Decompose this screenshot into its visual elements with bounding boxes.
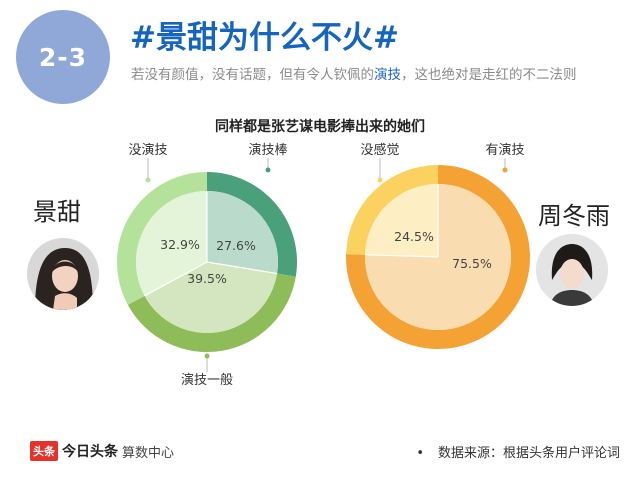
page-title: #景甜为什么不火# (130, 20, 399, 56)
avatar-zhoudongyu (536, 234, 608, 306)
pie2-label-1: 有演技 (485, 142, 524, 158)
pie1-slice-3-outer (116, 172, 207, 305)
subtitle-highlight: 演技 (374, 67, 401, 83)
logo-subtitle: 算数中心 (122, 445, 175, 461)
pie1-label-1: 演技棒 (248, 142, 287, 158)
page-subtitle: 若没有颜值，没有话题，但有令人钦佩的演技，这也绝对是走红的不二法则 (131, 66, 621, 85)
bullet-dot: • (416, 446, 424, 461)
pie2-value-2: 24.5% (394, 229, 434, 244)
pie1-value-3: 32.9% (160, 237, 200, 252)
pie2-value-1: 75.5% (452, 256, 492, 271)
section-badge: 2-3 (16, 10, 110, 104)
pie1-slice-1-outer (207, 171, 298, 277)
person-name-jingtian: 景甜 (33, 198, 81, 226)
person-name-zhoudongyu: 周冬雨 (538, 202, 610, 230)
pie1-callout-dot-1 (265, 167, 271, 173)
pie1-slice-2-inner (144, 262, 278, 333)
avatar-jingtian (27, 238, 99, 310)
pie1-divider-2 (206, 261, 278, 275)
logo-badge: 头条 (30, 441, 58, 461)
pie1-slice-3-inner (136, 190, 207, 296)
pie2-slice-2-inner (365, 184, 438, 257)
pie2-divider-2 (365, 254, 439, 258)
pie2-callout-dot-1 (502, 167, 508, 173)
pie2-slice-2-outer (346, 165, 438, 255)
pie1-callout-dot-2 (204, 353, 210, 359)
pie1-value-2: 39.5% (187, 271, 227, 286)
pie1-label-3: 没演技 (128, 142, 167, 158)
subtitle-text-after: ，这也绝对是走红的不二法则 (401, 67, 577, 83)
pie1-callout-dot-3 (145, 177, 151, 183)
pie2-callout-dot-2 (377, 177, 383, 183)
subtitle-text-before: 若没有颜值，没有话题，但有令人钦佩的 (131, 67, 374, 83)
chart-title: 同样都是张艺谋电影捧出来的她们 (215, 119, 425, 135)
data-source-text: 数据来源：根据头条用户评论词 (437, 446, 620, 461)
pie1-slice-2-outer (127, 273, 296, 353)
pie1-divider-3 (144, 261, 208, 297)
logo-name: 今日头条 (62, 444, 118, 460)
pie1-value-1: 27.6% (216, 238, 256, 253)
pie1-label-2: 演技一般 (181, 372, 233, 388)
pie2-label-2: 没感觉 (360, 142, 399, 158)
data-source: • 数据来源：根据头条用户评论词 (416, 442, 620, 461)
footer-logo: 头条 今日头条 算数中心 (30, 441, 174, 461)
pie1-slice-1-inner (207, 191, 278, 274)
